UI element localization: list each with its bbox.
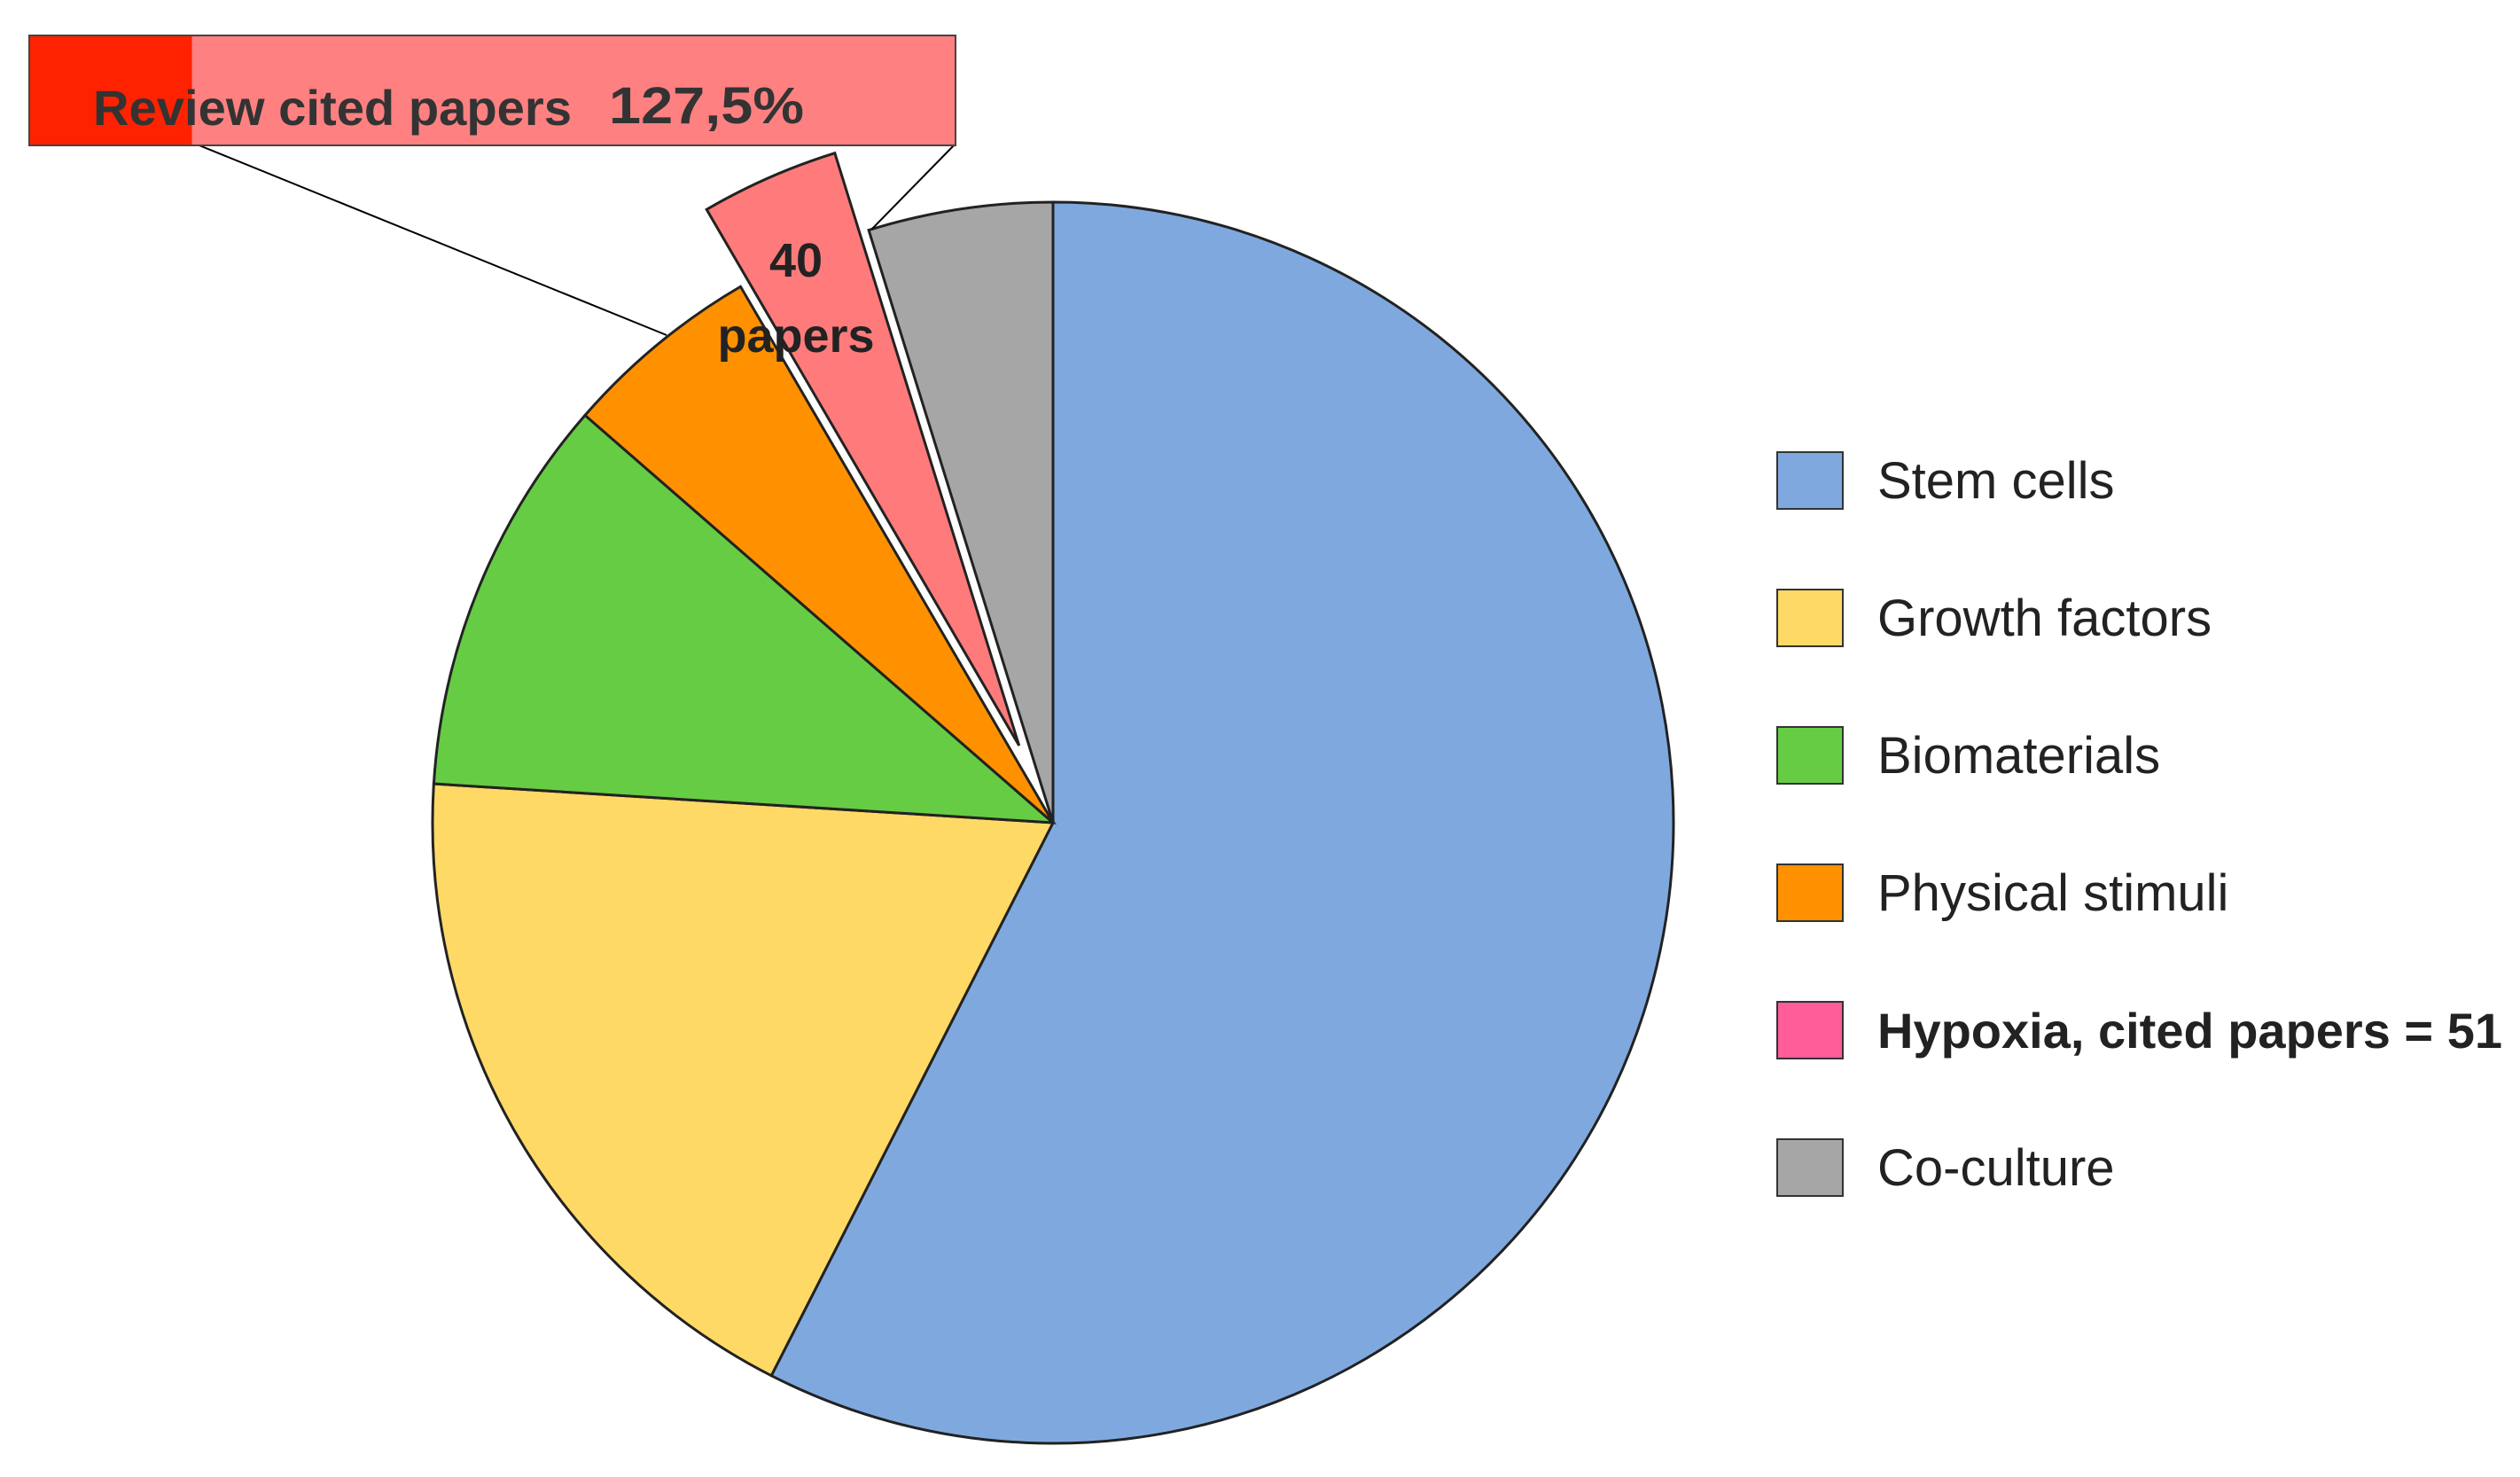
legend-label: Growth factors [1877, 590, 2212, 647]
callout-value: 127,5% [609, 77, 804, 135]
legend-swatch [1776, 1001, 1844, 1059]
legend-swatch [1776, 1138, 1844, 1197]
callout-leader-line [190, 141, 667, 336]
legend: Stem cells Growth factors Biomaterials Phys… [1776, 451, 2502, 1197]
callout-leader-line [871, 143, 956, 230]
callout-fill-bar [30, 36, 192, 145]
slice-label-line-1: 40 [769, 234, 823, 287]
legend-label: Co-culture [1877, 1139, 2115, 1197]
legend-label: Hypoxia, cited papers = 51 [1877, 1003, 2502, 1059]
legend-swatch [1776, 864, 1844, 922]
pie-slice-growth-factors [431, 782, 1056, 1378]
legend-label: Biomaterials [1877, 727, 2160, 785]
legend-swatch [1776, 726, 1844, 785]
pie-slice-co-culture [867, 200, 1055, 824]
slice-label-line-2: papers [717, 309, 874, 363]
pie-slice-biomaterials [432, 413, 1057, 824]
pie-slice-hypoxia-cited-papers-51 [705, 151, 1021, 746]
slice-data-label: 40 papers [717, 234, 874, 363]
legend-swatch [1776, 451, 1844, 510]
callout-text: Review cited papers [93, 80, 572, 136]
pie-slice-stem-cells [769, 200, 1675, 1445]
legend-label: Stem cells [1877, 452, 2115, 510]
callout: Review cited papers 127,5% [28, 35, 956, 336]
legend-swatch [1776, 589, 1844, 647]
pie-slices [431, 151, 1675, 1445]
pie-slice-physical-stimuli [582, 285, 1055, 824]
legend-label: Physical stimuli [1877, 864, 2228, 922]
